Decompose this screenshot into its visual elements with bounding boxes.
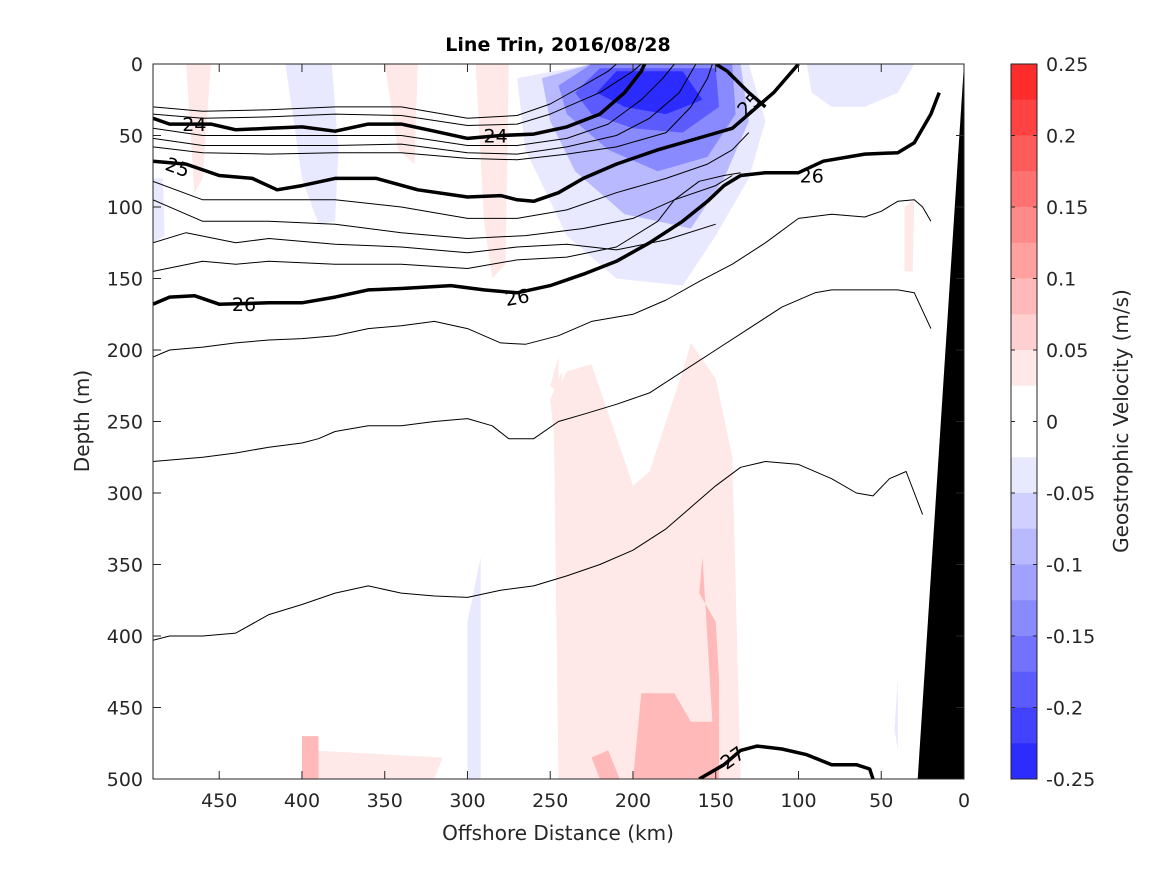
bathymetry-layer [917, 64, 964, 779]
colorbar-tick-label: -0.25 [1046, 769, 1095, 791]
colorbar-tick-label: 0 [1046, 412, 1058, 434]
x-tick-label: 100 [780, 790, 816, 812]
velocity-patch [591, 750, 620, 779]
y-tick-label: 150 [107, 269, 143, 291]
velocity-patch [384, 64, 418, 165]
colorbar-segment [1011, 99, 1037, 136]
bathymetry [917, 64, 964, 779]
isopycnal-line [153, 64, 697, 155]
x-axis-label: Offshore Distance (km) [442, 821, 674, 845]
colorbar-tick-label: 0.05 [1046, 340, 1088, 362]
y-axis-label: Depth (m) [70, 370, 94, 472]
colorbar-segment [1011, 636, 1037, 673]
velocity-patch [596, 71, 703, 115]
velocity-patch [186, 64, 211, 193]
chart-title: Line Trin, 2016/08/28 [445, 34, 670, 56]
velocity-patch [633, 557, 719, 779]
y-tick-label: 350 [107, 555, 143, 577]
y-tick-label: 500 [107, 769, 143, 791]
isopycnal-line [153, 64, 617, 119]
isopycnal-line [153, 199, 932, 358]
y-tick-label: 450 [107, 698, 143, 720]
velocity-patch [904, 199, 915, 272]
isopycnal-line [714, 64, 767, 109]
y-tick-label: 100 [107, 197, 143, 219]
colorbar-tick-label: -0.05 [1046, 483, 1095, 505]
colorbar-tick-label: 0.2 [1046, 126, 1076, 148]
y-tick-label: 250 [107, 412, 143, 434]
isopycnal-label: 26 [503, 285, 531, 311]
colorbar-segment [1011, 278, 1037, 315]
x-tick-label: 150 [698, 790, 734, 812]
isopycnal-line [153, 64, 800, 204]
isopycnal-line [153, 132, 750, 219]
x-tick-label: 350 [367, 790, 403, 812]
y-tick-label: 300 [107, 483, 143, 505]
velocity-fill-layer [153, 64, 915, 779]
y-tick-label: 50 [119, 126, 143, 148]
isopycnal-line [153, 289, 932, 462]
y-tick-label: 200 [107, 340, 143, 362]
velocity-patch [302, 736, 319, 779]
colorbar-tick-label: 0.25 [1046, 54, 1088, 76]
colorbar-segment [1011, 421, 1037, 458]
isopycnal-label: 24 [182, 114, 206, 136]
colorbar-tick-label: -0.15 [1046, 626, 1095, 648]
x-tick-label: 400 [284, 790, 320, 812]
colorbar: 0.25 0.2 0.15 0.1 0.05 0 -0.05 -0.1 -0.15 -0.2 -0.… [1010, 54, 1095, 791]
colorbar-segment [1011, 314, 1037, 351]
x-tick-label: 0 [958, 790, 970, 812]
colorbar-segment [1011, 671, 1037, 708]
colorbar-segment [1011, 350, 1037, 387]
isopycnal-layer [153, 64, 941, 779]
velocity-patch [467, 557, 481, 779]
colorbar-segment [1011, 207, 1037, 244]
x-tick-label: 50 [869, 790, 893, 812]
y-tick-label: 400 [107, 626, 143, 648]
isopycnal-line [153, 64, 713, 161]
colorbar-segment [1011, 600, 1037, 637]
velocity-patch [268, 64, 339, 225]
isopycnal-line [698, 744, 875, 779]
velocity-patch [153, 178, 165, 243]
velocity-patch [806, 64, 915, 107]
isopycnal-line [153, 175, 733, 239]
colorbar-segment [1011, 385, 1037, 422]
colorbar-label: Geostrophic Velocity (m/s) [1109, 289, 1133, 553]
colorbar-segment [1011, 528, 1037, 565]
colorbar-tick-label: 0.15 [1046, 197, 1088, 219]
isopycnal-line [153, 64, 642, 126]
isopycnal-label: 24 [484, 126, 508, 148]
colorbar-segment [1011, 135, 1037, 172]
x-axis: 450 400 350 300 250 200 150 100 50 0 [201, 64, 970, 812]
isopycnal-label: 26 [232, 294, 256, 316]
colorbar-segment [1011, 64, 1037, 101]
velocity-patch [894, 678, 898, 751]
x-tick-label: 450 [201, 790, 237, 812]
isopycnal-line [153, 223, 716, 254]
x-tick-label: 250 [532, 790, 568, 812]
isopycnal-line [153, 64, 647, 141]
isopycnal-line [153, 461, 924, 641]
colorbar-segment [1011, 457, 1037, 494]
colorbar-segment [1011, 564, 1037, 601]
colorbar-tick-label: -0.2 [1046, 698, 1083, 720]
x-tick-label: 300 [449, 790, 485, 812]
velocity-patch [553, 342, 741, 779]
colorbar-tick-label: -0.1 [1046, 555, 1083, 577]
isopycnal-line [153, 91, 941, 306]
isopycnal-line [153, 64, 675, 146]
colorbar-segment [1011, 743, 1037, 780]
isopycnal-label: 26 [800, 166, 824, 188]
colorbar-tick-label: 0.1 [1046, 269, 1076, 291]
y-axis: 0 50 100 150 200 250 300 350 400 450 500 [107, 54, 964, 791]
colorbar-segment [1011, 242, 1037, 279]
isopycnal-line [153, 172, 741, 272]
x-tick-label: 200 [615, 790, 651, 812]
colorbar-segment [1011, 707, 1037, 744]
y-tick-label: 0 [131, 54, 143, 76]
colorbar-segment [1011, 493, 1037, 530]
colorbar-segment [1011, 171, 1037, 208]
